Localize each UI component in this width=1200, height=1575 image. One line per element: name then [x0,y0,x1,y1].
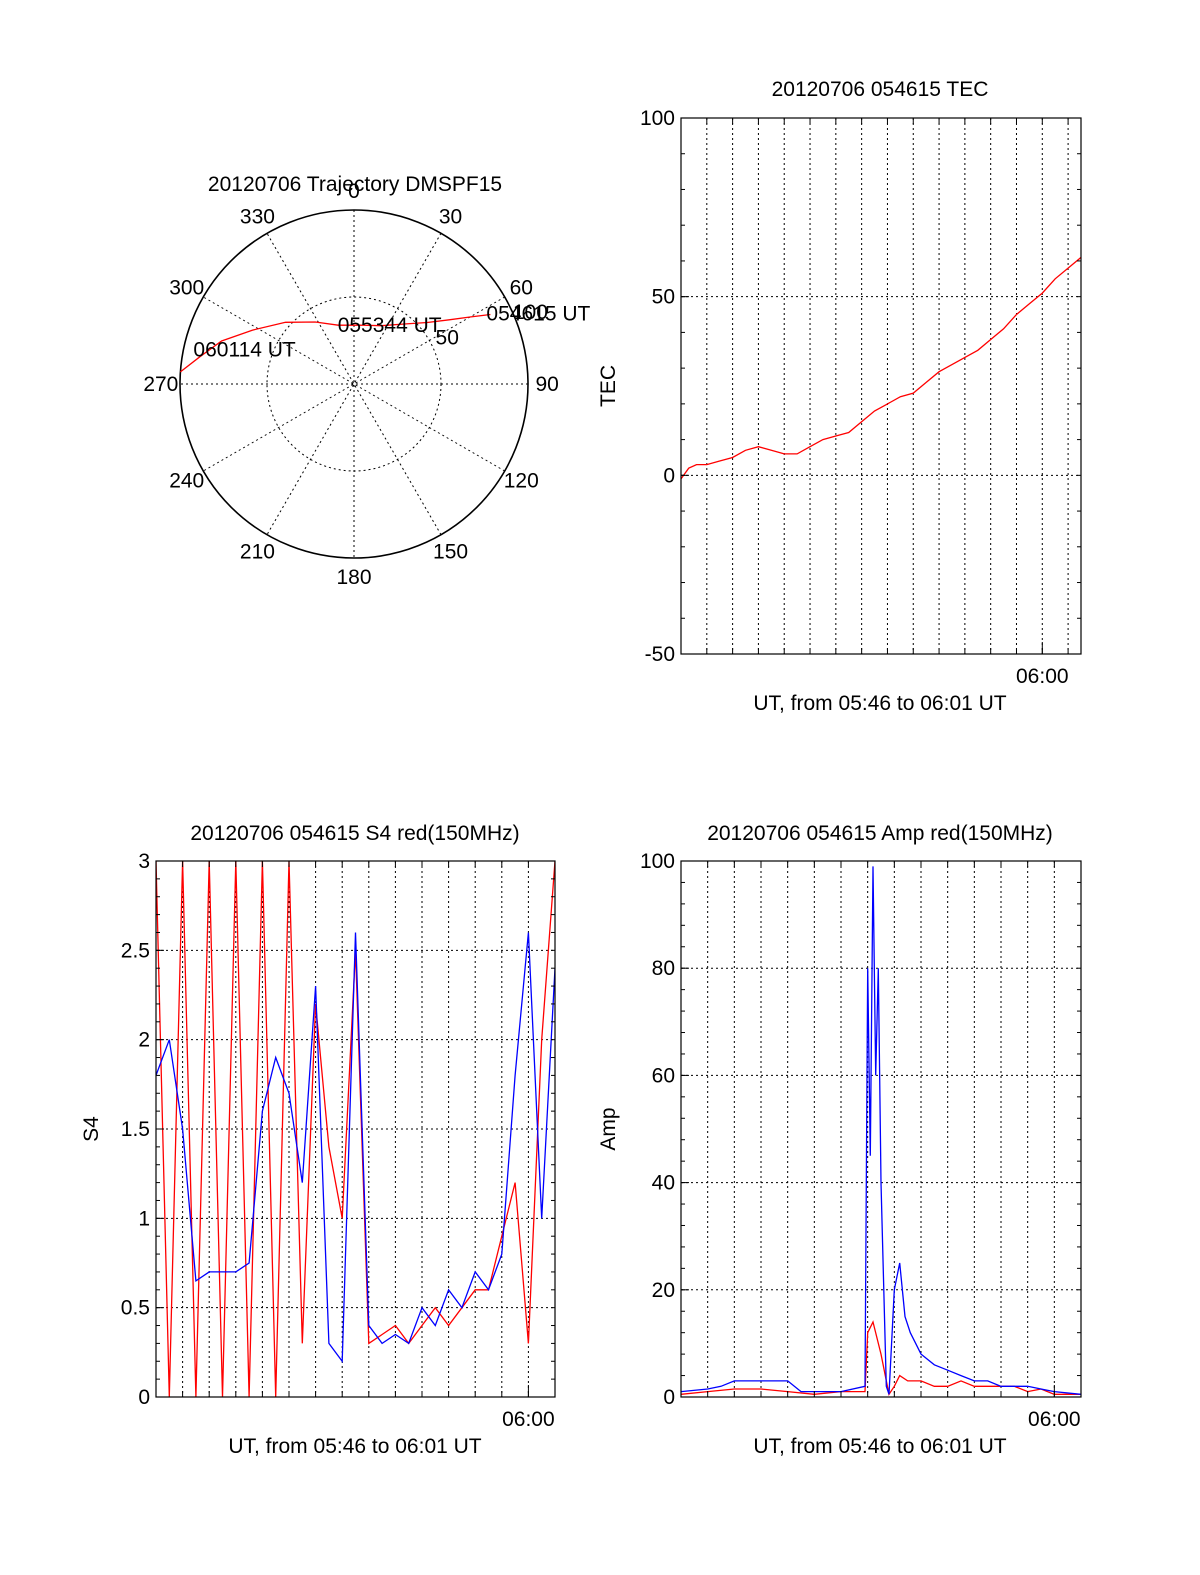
s4-y-tick-label: 3 [138,850,150,873]
s4-series-line [156,932,555,1364]
trajectory-time-label: 054615 UT [486,302,590,325]
s4-y-tick-label: 2.5 [121,939,150,962]
polar-azimuth-label: 210 [240,540,275,563]
s4-y-tick-label: 1.5 [121,1118,150,1141]
amp-series [681,866,1081,1396]
amp-y-tick-label: 60 [652,1064,675,1087]
s4-y-tick-label: 1 [138,1207,150,1230]
polar-azimuth-label: 300 [169,276,204,299]
polar-azimuth-label: 240 [169,470,204,493]
amp-plot-frame [680,860,1082,1398]
polar-azimuth-label: 0 [348,180,360,203]
s4-x-tick-label: 06:00 [502,1408,555,1431]
s4-y-tick-label: 0 [138,1386,150,1409]
amp-title: 20120706 054615 Amp red(150MHz) [707,822,1053,845]
amp-series-line [681,1320,1081,1396]
trajectory-title: 20120706 Trajectory DMSPF15 [208,173,502,196]
polar-azimuth-label: 150 [433,540,468,563]
amp-y-tick-label: 80 [652,957,675,980]
trajectory-panel: 20120706 Trajectory DMSPF15 0 30 60 90 120 15… [143,173,590,589]
s4-y-ticks: 0 0.5 1 1.5 2 2.5 3 [121,850,555,1409]
trajectory-time-label: 060114 UT [193,339,296,362]
amp-y-tick-label: 20 [652,1279,675,1302]
polar-azimuth-label: 90 [535,373,558,396]
trajectory-time-label: 055344 UT [338,314,442,337]
amp-y-axis-label: Amp [597,1107,620,1150]
s4-grid [156,861,555,1397]
polar-azimuth-label: 30 [439,206,462,229]
s4-x-ticks: 06:00 [182,861,555,1431]
polar-azimuth-label: 120 [504,470,539,493]
polar-spoke-line [266,233,442,535]
s4-y-axis-label: S4 [80,1116,103,1142]
tec-x-tick-label: 06:00 [1016,665,1069,688]
amp-x-axis-label: UT, from 05:46 to 06:01 UT [753,1435,1006,1458]
s4-series [156,861,555,1397]
amp-y-ticks: 0 20 40 60 80 100 [640,850,1081,1409]
tec-series [681,256,1081,480]
tec-y-tick-label: 0 [663,464,675,487]
tec-grid [681,118,1081,654]
tec-panel: 20120706 054615 TEC -50 0 50 100 06:00 UT, … [597,78,1082,715]
amp-y-tick-label: 100 [640,850,675,873]
amp-y-tick-label: 40 [652,1172,675,1195]
polar-azimuth-label: 270 [143,373,178,396]
s4-y-tick-label: 2 [138,1029,150,1052]
polar-azimuth-label: 60 [510,276,533,299]
trajectory-line [180,313,491,373]
tec-title: 20120706 054615 TEC [772,78,989,101]
s4-x-axis-label: UT, from 05:46 to 06:01 UT [228,1435,481,1458]
amp-x-tick-label: 06:00 [1028,1408,1081,1431]
tec-y-axis-label: TEC [597,365,620,407]
tec-x-axis-label: UT, from 05:46 to 06:01 UT [753,692,1006,715]
s4-panel: 20120706 054615 S4 red(150MHz) 0 0.5 1 1.5 2… [80,822,556,1458]
amp-x-ticks: 06:00 [707,861,1081,1431]
s4-y-tick-label: 0.5 [121,1297,150,1320]
polar-labels: 0 30 60 90 120 150 180 210 240 270 300 330 50 1000546… [143,180,590,589]
polar-radius-label: 100 [513,301,548,324]
tec-series-line [681,256,1081,480]
polar-grid [179,209,529,559]
tec-plot-frame [680,117,1082,655]
tec-y-tick-label: 100 [640,107,675,130]
amp-y-tick-label: 0 [663,1386,675,1409]
amp-series-line [681,866,1081,1395]
polar-spoke-line [266,233,442,535]
tec-y-tick-label: 50 [652,286,675,309]
tec-y-ticks: -50 0 50 100 [640,107,1081,666]
polar-radius-label: 50 [436,327,459,350]
amp-panel: 20120706 054615 Amp red(150MHz) 0 20 40 60 8… [597,822,1082,1458]
polar-azimuth-label: 330 [240,206,275,229]
s4-title: 20120706 054615 S4 red(150MHz) [190,822,519,845]
tec-y-tick-label: -50 [645,643,675,666]
amp-grid [681,861,1081,1397]
polar-series [180,313,491,373]
polar-azimuth-label: 180 [336,566,371,589]
tec-x-ticks: 06:00 [706,118,1069,688]
